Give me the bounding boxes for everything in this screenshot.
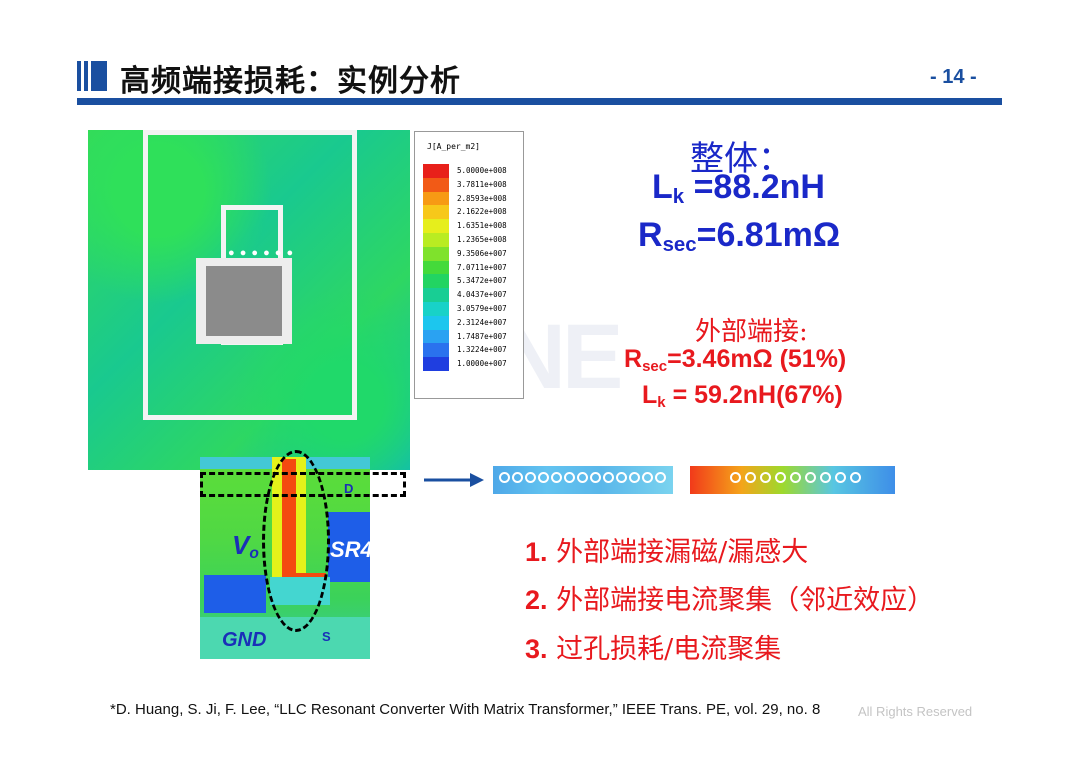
legend-value: 7.0711e+007 bbox=[457, 262, 507, 272]
legend-row: 1.7487e+007 bbox=[423, 329, 523, 344]
legend-value: 2.1622e+008 bbox=[457, 207, 507, 217]
conductor-ring bbox=[642, 472, 653, 483]
legend-swatch bbox=[423, 315, 449, 330]
cross-section-strip-high bbox=[690, 466, 895, 494]
legend-row: 1.6351e+008 bbox=[423, 219, 523, 234]
overall-lk: Lk =88.2nH bbox=[652, 168, 825, 209]
vo-label: Vo bbox=[232, 530, 259, 562]
legend-row: 1.0000e+007 bbox=[423, 357, 523, 372]
header-rule bbox=[77, 98, 1002, 105]
conductor-ring bbox=[745, 472, 756, 483]
legend-swatch bbox=[423, 246, 449, 261]
conductor-ring bbox=[805, 472, 816, 483]
legend-swatch bbox=[423, 288, 449, 303]
legend-value: 1.3224e+007 bbox=[457, 345, 507, 355]
conductor-ring bbox=[820, 472, 831, 483]
legend-swatch bbox=[423, 177, 449, 192]
conductor-ring bbox=[564, 472, 575, 483]
legend-row: 3.7811e+008 bbox=[423, 177, 523, 192]
conductor-ring bbox=[590, 472, 601, 483]
legend-swatch bbox=[423, 274, 449, 289]
legend-swatch bbox=[423, 205, 449, 220]
point-item: 3. 过孔损耗/电流聚集 bbox=[525, 634, 782, 665]
via-row: ● ● ● ● ● ● bbox=[228, 247, 295, 259]
legend-title: J[A_per_m2] bbox=[427, 142, 480, 151]
gnd-label: GND bbox=[222, 629, 267, 651]
overall-rsec: Rsec=6.81mΩ bbox=[638, 216, 841, 257]
legend-row: 1.3224e+007 bbox=[423, 343, 523, 358]
legend-swatch bbox=[423, 233, 449, 247]
legend-value: 2.3124e+007 bbox=[457, 317, 507, 327]
legend-value: 2.8593e+008 bbox=[457, 193, 507, 203]
copyright-overlay: All Rights Reserved bbox=[858, 704, 973, 719]
external-rsec: Rsec=3.46mΩ (51%) bbox=[624, 345, 847, 375]
conductor-ring bbox=[603, 472, 614, 483]
current-density-plot: ● ● ● ● ● ● bbox=[88, 130, 410, 470]
conductor-ring bbox=[775, 472, 786, 483]
legend-value: 5.0000e+008 bbox=[457, 166, 507, 175]
legend-value: 3.7811e+008 bbox=[457, 179, 507, 189]
legend-row: 9.3506e+007 bbox=[423, 246, 523, 261]
termination-highlight-ellipse bbox=[262, 450, 330, 632]
legend-row: 2.1622e+008 bbox=[423, 205, 523, 220]
conductor-ring bbox=[525, 472, 536, 483]
legend-swatch bbox=[423, 302, 449, 316]
legend-row: 7.0711e+007 bbox=[423, 260, 523, 275]
conductor-ring bbox=[629, 472, 640, 483]
title-marker-icon bbox=[77, 61, 107, 91]
legend-value: 1.7487e+007 bbox=[457, 331, 507, 341]
conductor-ring bbox=[790, 472, 801, 483]
legend-swatch bbox=[423, 164, 449, 178]
point-item: 1. 外部端接漏磁/漏感大 bbox=[525, 537, 809, 568]
legend-swatch bbox=[423, 219, 449, 234]
arrow-right-icon bbox=[424, 473, 484, 487]
conductor-ring bbox=[551, 472, 562, 483]
legend-row: 3.0579e+007 bbox=[423, 302, 523, 316]
external-lk: Lk = 59.2nH(67%) bbox=[642, 381, 843, 411]
drain-label: D bbox=[344, 481, 354, 496]
outer-winding-frame bbox=[143, 130, 357, 420]
legend-row: 2.3124e+007 bbox=[423, 315, 523, 330]
conductor-ring bbox=[577, 472, 588, 483]
page-title: 高频端接损耗：实例分析 bbox=[120, 64, 461, 99]
legend-value: 5.3472e+007 bbox=[457, 276, 507, 286]
legend-row: 1.2365e+008 bbox=[423, 233, 523, 247]
legend-value: 1.0000e+007 bbox=[457, 359, 507, 369]
legend-swatch bbox=[423, 329, 449, 344]
source-label: S bbox=[322, 629, 331, 644]
core-center bbox=[206, 266, 282, 336]
conductor-ring bbox=[835, 472, 846, 483]
conductor-ring bbox=[616, 472, 627, 483]
conductor-ring bbox=[499, 472, 510, 483]
legend-swatch bbox=[423, 343, 449, 358]
point-item: 2. 外部端接电流聚集（邻近效应） bbox=[525, 585, 935, 616]
sr4-label: SR4 bbox=[330, 537, 370, 562]
conductor-ring bbox=[760, 472, 771, 483]
legend-value: 1.2365e+008 bbox=[457, 235, 507, 244]
legend-row: 5.0000e+008 bbox=[423, 164, 523, 178]
legend-value: 9.3506e+007 bbox=[457, 248, 507, 258]
legend-row: 2.8593e+008 bbox=[423, 191, 523, 206]
reference-footnote: *D. Huang, S. Ji, F. Lee, “LLC Resonant … bbox=[110, 701, 821, 718]
legend-value: 4.0437e+007 bbox=[457, 290, 507, 300]
legend-row: 5.3472e+007 bbox=[423, 274, 523, 289]
conductor-ring bbox=[850, 472, 861, 483]
legend-value: 3.0579e+007 bbox=[457, 304, 507, 313]
legend-row: 4.0437e+007 bbox=[423, 288, 523, 303]
external-heading: 外部端接: bbox=[695, 317, 808, 347]
conductor-ring bbox=[538, 472, 549, 483]
legend-swatch bbox=[423, 357, 449, 372]
colormap-legend: J[A_per_m2] 5.0000e+008 3.7811e+008 2.8593… bbox=[414, 131, 524, 399]
cross-section-strip-low bbox=[493, 466, 673, 494]
legend-swatch bbox=[423, 191, 449, 206]
page-number: - 14 - bbox=[930, 66, 977, 88]
conductor-ring bbox=[512, 472, 523, 483]
legend-swatch bbox=[423, 260, 449, 275]
legend-value: 1.6351e+008 bbox=[457, 221, 507, 231]
conductor-ring bbox=[655, 472, 666, 483]
overall-heading: 整体： bbox=[690, 139, 792, 179]
conductor-ring bbox=[730, 472, 741, 483]
